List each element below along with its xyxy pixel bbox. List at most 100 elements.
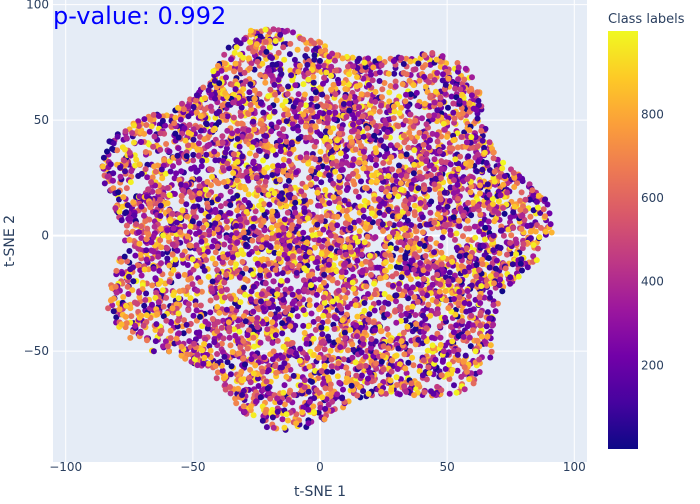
data-point <box>401 351 407 357</box>
data-point <box>362 160 368 166</box>
data-point <box>274 223 280 229</box>
data-point <box>342 295 348 301</box>
data-point <box>321 272 327 278</box>
data-point <box>266 202 272 208</box>
data-point <box>235 386 241 392</box>
data-point <box>488 329 494 335</box>
data-point <box>302 53 308 59</box>
data-point <box>251 159 257 165</box>
data-point <box>283 374 289 380</box>
data-point <box>216 310 222 316</box>
data-point <box>228 189 234 195</box>
data-point <box>481 243 487 249</box>
data-point <box>496 198 502 204</box>
data-point <box>196 329 202 335</box>
data-point <box>310 74 316 80</box>
data-point <box>247 39 253 45</box>
data-point <box>364 125 370 131</box>
data-point <box>386 89 392 95</box>
data-point <box>403 118 409 124</box>
data-point <box>500 182 506 188</box>
data-point <box>533 229 539 235</box>
data-point <box>143 166 149 172</box>
data-point <box>415 61 421 67</box>
data-point <box>280 225 286 231</box>
data-point <box>213 261 219 267</box>
data-point <box>335 373 341 379</box>
data-point <box>120 294 126 300</box>
data-point <box>296 136 302 142</box>
data-point <box>326 110 332 116</box>
data-point <box>161 157 167 163</box>
data-point <box>190 281 196 287</box>
data-point <box>426 144 432 150</box>
data-point <box>256 230 262 236</box>
data-point <box>424 121 430 127</box>
data-point <box>284 278 290 284</box>
data-point <box>219 103 225 109</box>
data-point <box>195 196 201 202</box>
data-point <box>341 356 347 362</box>
data-point <box>319 331 325 337</box>
data-point <box>271 26 277 32</box>
data-point <box>411 170 417 176</box>
data-point <box>493 266 499 272</box>
data-point <box>518 261 524 267</box>
data-point <box>370 64 376 70</box>
data-point <box>297 255 303 261</box>
data-point <box>412 209 418 215</box>
data-point <box>123 128 129 134</box>
data-point <box>450 110 456 116</box>
data-point <box>228 371 234 377</box>
data-point <box>130 199 136 205</box>
data-point <box>451 177 457 183</box>
data-point <box>360 341 366 347</box>
data-point <box>228 260 234 266</box>
data-point <box>466 376 472 382</box>
data-point <box>399 274 405 280</box>
data-point <box>527 214 533 220</box>
data-point <box>402 198 408 204</box>
data-point <box>137 161 143 167</box>
data-point <box>240 126 246 132</box>
data-point <box>423 253 429 259</box>
data-point <box>295 313 301 319</box>
data-point <box>170 163 176 169</box>
data-point <box>461 77 467 83</box>
data-point <box>300 37 306 43</box>
data-point <box>165 343 171 349</box>
data-point <box>273 332 279 338</box>
data-point <box>492 169 498 175</box>
data-point <box>111 140 117 146</box>
data-point <box>398 153 404 159</box>
data-point <box>353 302 359 308</box>
data-point <box>321 355 327 361</box>
data-point <box>260 126 266 132</box>
data-point <box>240 251 246 257</box>
data-point <box>508 232 514 238</box>
data-point <box>220 254 226 260</box>
data-point <box>257 121 263 127</box>
data-point <box>272 109 278 115</box>
data-point <box>474 168 480 174</box>
data-point <box>304 46 310 52</box>
data-point <box>151 163 157 169</box>
data-point <box>229 130 235 136</box>
data-point <box>235 128 241 134</box>
data-point <box>468 313 474 319</box>
data-point <box>494 258 500 264</box>
data-point <box>232 50 238 56</box>
data-point <box>279 86 285 92</box>
data-point <box>519 189 525 195</box>
data-point <box>296 91 302 97</box>
data-point <box>538 225 544 231</box>
data-point <box>186 328 192 334</box>
data-point <box>163 141 169 147</box>
data-point <box>242 276 248 282</box>
data-point <box>263 179 269 185</box>
data-point <box>149 282 155 288</box>
data-point <box>438 95 444 101</box>
data-point <box>391 71 397 77</box>
data-point <box>389 369 395 375</box>
data-point <box>457 253 463 259</box>
